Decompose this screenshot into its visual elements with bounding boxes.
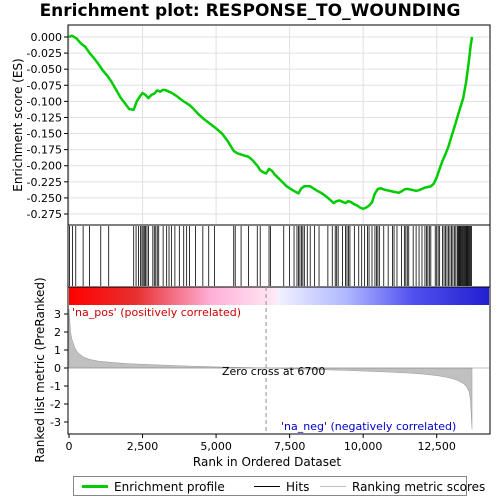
legend-line-enrichment <box>82 485 108 488</box>
metric-y-tick-label: 1 <box>54 344 61 357</box>
es-y-tick-label: -0.050 <box>27 63 62 76</box>
x-axis: 0 2,500 5,000 7,500 10,000 12,500 <box>66 434 456 453</box>
chart-title: Enrichment plot: RESPONSE_TO_WOUNDING <box>39 1 461 21</box>
x-tick-label: 0 <box>66 440 73 453</box>
metric-panel-frame <box>67 286 491 435</box>
hit-markers <box>69 226 472 286</box>
es-y-tick-label: -0.275 <box>27 208 62 221</box>
metric-area-shape <box>68 308 473 430</box>
legend: Enrichment profile Hits Ranking metric s… <box>73 476 485 496</box>
es-y-tick-label: -0.250 <box>27 192 62 205</box>
es-y-tick-label: -0.200 <box>27 160 62 173</box>
metric-y-tick-label: -3 <box>50 416 61 429</box>
es-grid <box>68 26 489 224</box>
metric-y-tick-label: -1 <box>50 380 61 393</box>
es-y-tick-label: -0.075 <box>27 79 62 92</box>
metric-y-axis: 3 2 1 0 -1 -2 -3 <box>50 308 68 429</box>
es-y-tick-label: -0.175 <box>27 144 62 157</box>
x-axis-label: Rank in Ordered Dataset <box>193 455 341 469</box>
metric-y-axis-label: Ranked list metric (PreRanked) <box>33 277 47 462</box>
x-tick-label: 7,500 <box>274 440 306 453</box>
pos-label: 'na_pos' (positively correlated) <box>72 306 241 319</box>
x-tick-label: 5,000 <box>200 440 232 453</box>
metric-y-tick-label: 3 <box>54 308 61 321</box>
legend-line-hits <box>254 486 280 487</box>
neg-label: 'na_neg' (negatively correlated) <box>281 420 456 433</box>
x-tick-label: 10,000 <box>344 440 383 453</box>
es-y-tick-label: 0.000 <box>31 31 63 44</box>
zero-cross-label: Zero cross at 6700 <box>222 365 325 378</box>
metric-y-tick-label: 0 <box>54 362 61 375</box>
metric-y-tick-label: 2 <box>54 326 61 339</box>
es-y-tick-label: -0.225 <box>27 176 62 189</box>
metric-area <box>68 308 489 430</box>
enrichment-profile-line <box>68 34 474 211</box>
x-tick-label: 12,500 <box>417 440 456 453</box>
es-panel-frame <box>67 24 491 226</box>
es-y-axis: 0.000 -0.025 -0.050 -0.075 -0.100 -0.125 -0.15… <box>27 31 68 221</box>
es-y-tick-label: -0.150 <box>27 128 62 141</box>
es-y-tick-label: -0.100 <box>27 95 62 108</box>
es-y-axis-label: Enrichment score (ES) <box>11 58 25 191</box>
metric-y-tick-label: -2 <box>50 398 61 411</box>
legend-label-enrichment: Enrichment profile <box>114 480 225 494</box>
es-y-tick-label: -0.125 <box>27 111 62 124</box>
es-y-tick-label: -0.025 <box>27 47 62 60</box>
legend-label-metric: Ranking metric scores <box>352 480 486 494</box>
rank-color-bar <box>69 287 489 305</box>
legend-line-metric <box>320 486 346 487</box>
legend-label-hits: Hits <box>286 480 310 494</box>
x-tick-label: 2,500 <box>127 440 159 453</box>
enrichment-line <box>68 34 474 211</box>
